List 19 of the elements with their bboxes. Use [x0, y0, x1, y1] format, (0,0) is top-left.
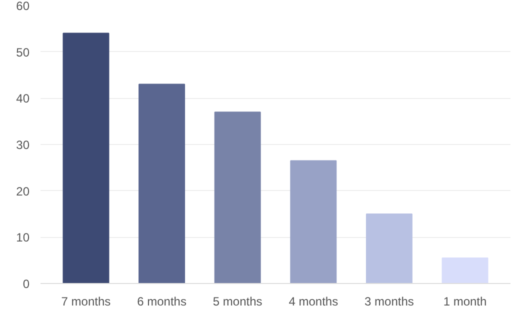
y-tick-label: 40	[16, 92, 30, 106]
y-tick-label: 30	[16, 138, 30, 152]
bar	[214, 112, 261, 284]
bar	[442, 258, 488, 284]
x-tick-label: 7 months	[61, 294, 111, 308]
y-tick-label: 10	[16, 230, 30, 245]
x-tick-label: 5 months	[212, 294, 262, 308]
bar	[366, 214, 412, 284]
y-tick-label: 20	[16, 184, 30, 198]
x-tick-label: 3 months	[364, 294, 414, 308]
bar	[62, 32, 110, 284]
y-tick-label: 0	[22, 277, 30, 291]
bar	[138, 84, 186, 284]
x-tick-label: 6 months	[137, 294, 186, 308]
x-tick-label: 4 months	[288, 294, 338, 308]
bar	[290, 160, 337, 284]
y-tick-label: 60	[16, 0, 30, 13]
x-tick-label: 1 month	[443, 294, 487, 308]
y-tick-label: 50	[16, 45, 30, 60]
